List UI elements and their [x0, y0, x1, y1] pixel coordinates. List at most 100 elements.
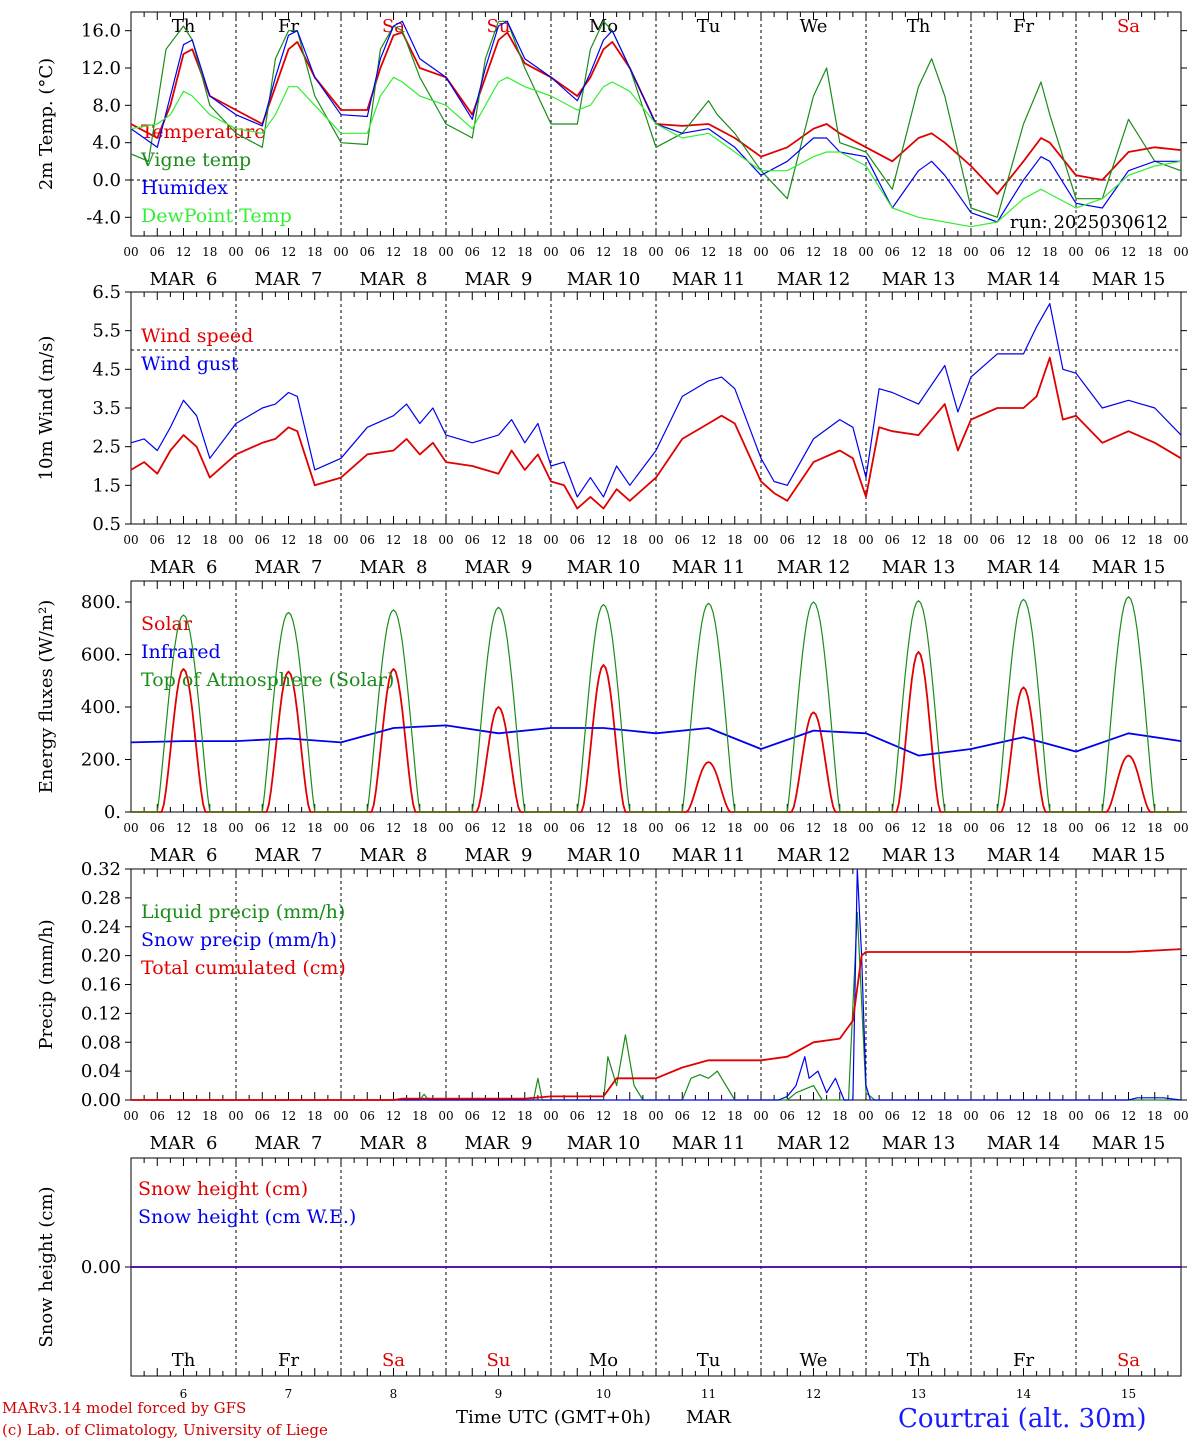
x-hour-label: 06 — [570, 245, 585, 259]
weekday-label: Fr — [278, 1350, 299, 1371]
y-tick-label: 1.5 — [92, 475, 121, 496]
series-line-precip-2 — [131, 948, 1182, 1101]
x-hour-label: 06 — [255, 533, 270, 547]
x-hour-label: 12 — [1121, 533, 1136, 547]
x-hour-label: 12 — [281, 821, 296, 835]
x-hour-label: 12 — [596, 245, 611, 259]
day-number-label: 10 — [596, 1387, 611, 1401]
day-number-label: 14 — [1016, 1387, 1032, 1401]
x-hour-label: 18 — [727, 533, 742, 547]
x-hour-label: 12 — [491, 1109, 506, 1123]
date-label: MAR 14 — [987, 269, 1061, 290]
date-label: MAR 7 — [255, 557, 323, 578]
x-hour-label: 18 — [1147, 533, 1162, 547]
x-hour-label: 00 — [753, 533, 768, 547]
x-hour-label: 18 — [202, 245, 217, 259]
day-number-label: 11 — [701, 1387, 716, 1401]
x-hour-label: 18 — [412, 821, 427, 835]
x-hour-label: 12 — [176, 821, 191, 835]
date-label: MAR 6 — [150, 845, 218, 866]
x-hour-label: 06 — [1095, 1109, 1110, 1123]
x-hour-label: 12 — [1016, 245, 1031, 259]
x-hour-label: 00 — [963, 245, 978, 259]
x-hour-label: 00 — [228, 533, 243, 547]
x-hour-label: 06 — [1095, 533, 1110, 547]
date-label: MAR 13 — [882, 269, 956, 290]
x-hour-label: 06 — [780, 821, 795, 835]
x-hour-label: 06 — [150, 533, 165, 547]
y-tick-label: 4.0 — [92, 133, 121, 154]
y-tick-label: 0.00 — [81, 1090, 121, 1111]
y-tick-label: 0.04 — [81, 1061, 121, 1082]
weekday-label: Sa — [382, 1350, 405, 1371]
legend-entry: Top of Atmosphere (Solar) — [141, 669, 394, 691]
x-hour-label: 00 — [228, 245, 243, 259]
x-hour-label: 06 — [255, 245, 270, 259]
legend-entry: Total cumulated (cm) — [141, 957, 346, 979]
x-hour-label: 00 — [858, 245, 873, 259]
y-tick-label: 0.32 — [81, 859, 121, 880]
x-hour-label: 00 — [1068, 1109, 1083, 1123]
x-hour-label: 06 — [780, 533, 795, 547]
x-hour-label: 18 — [727, 821, 742, 835]
x-hour-label: 00 — [543, 1109, 558, 1123]
y-tick-label: 0. — [104, 802, 121, 823]
date-label: MAR 9 — [465, 1133, 533, 1154]
x-hour-label: 12 — [1016, 1109, 1031, 1123]
x-hour-label: 12 — [491, 245, 506, 259]
weekday-label: We — [800, 16, 828, 37]
legend-entry: Liquid precip (mm/h) — [141, 901, 345, 923]
x-hour-label: 06 — [465, 533, 480, 547]
x-hour-label: 18 — [1042, 533, 1057, 547]
date-label: MAR 14 — [987, 557, 1061, 578]
date-label: MAR 12 — [777, 269, 851, 290]
x-hour-label: 12 — [596, 533, 611, 547]
x-hour-label: 18 — [937, 821, 952, 835]
weekday-label: We — [800, 1350, 828, 1371]
x-hour-label: 18 — [412, 533, 427, 547]
x-hour-label: 18 — [1042, 245, 1057, 259]
x-hour-label: 00 — [1173, 821, 1188, 835]
time-axis-label: Time UTC (GMT+0h) — [456, 1407, 651, 1428]
x-hour-label: 18 — [937, 533, 952, 547]
date-label: MAR 7 — [255, 269, 323, 290]
x-hour-label: 12 — [806, 533, 821, 547]
date-label: MAR 11 — [672, 269, 746, 290]
x-hour-label: 00 — [123, 821, 138, 835]
x-hour-label: 12 — [176, 533, 191, 547]
y-tick-label: 12.0 — [81, 58, 121, 79]
y-tick-label: 800. — [81, 592, 121, 613]
x-hour-label: 12 — [386, 821, 401, 835]
date-label: MAR 14 — [987, 1133, 1061, 1154]
x-hour-label: 00 — [858, 1109, 873, 1123]
x-hour-label: 12 — [491, 821, 506, 835]
x-hour-label: 00 — [648, 821, 663, 835]
x-hour-label: 06 — [360, 1109, 375, 1123]
weekday-label: Sa — [1117, 1350, 1140, 1371]
x-hour-label: 00 — [543, 245, 558, 259]
series-line-energy-2 — [131, 596, 1181, 813]
date-label: MAR 12 — [777, 845, 851, 866]
date-label: MAR 12 — [777, 557, 851, 578]
x-hour-label: 00 — [648, 533, 663, 547]
x-hour-label: 00 — [123, 245, 138, 259]
x-hour-label: 00 — [963, 1109, 978, 1123]
date-label: MAR 7 — [255, 845, 323, 866]
x-hour-label: 18 — [202, 821, 217, 835]
x-hour-label: 18 — [412, 1109, 427, 1123]
x-hour-label: 12 — [176, 1109, 191, 1123]
series-line-wind-0 — [130, 356, 1182, 510]
x-hour-label: 00 — [1173, 533, 1188, 547]
panel-temperature: -4.0 0.0 4.0 8.0 12.0 16.0 2m Temp. (°C) 00 06 12… — [36, 11, 1189, 290]
day-number-label: 13 — [911, 1387, 926, 1401]
x-hour-label: 00 — [123, 1109, 138, 1123]
x-hour-label: 00 — [438, 245, 453, 259]
legend-entry: Temperature — [141, 121, 265, 143]
x-hour-label: 06 — [885, 821, 900, 835]
legend-entry: Infrared — [141, 641, 221, 663]
x-hour-label: 00 — [858, 533, 873, 547]
x-hour-label: 00 — [123, 533, 138, 547]
date-label: MAR 9 — [465, 269, 533, 290]
x-hour-label: 06 — [360, 821, 375, 835]
